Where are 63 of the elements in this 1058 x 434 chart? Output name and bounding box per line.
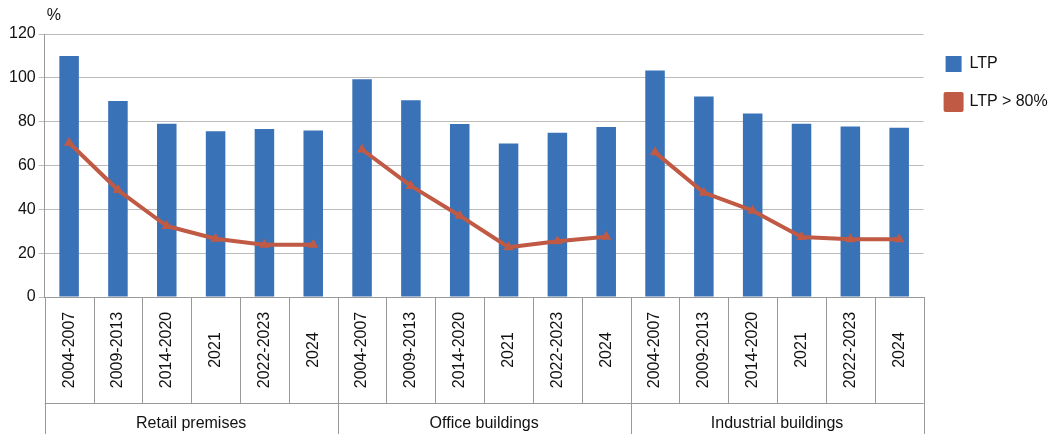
bar bbox=[254, 128, 275, 297]
bar bbox=[157, 123, 177, 297]
y-tick-label: 0 bbox=[26, 287, 36, 305]
point bbox=[210, 232, 221, 242]
y-tick-label: 80 bbox=[17, 112, 36, 130]
point bbox=[747, 204, 758, 214]
x-tick-label: 2014-2020 bbox=[157, 311, 175, 389]
bar bbox=[547, 132, 568, 297]
x-tick-label: 2022-2023 bbox=[254, 311, 272, 389]
x-tick-label: 2009-2013 bbox=[401, 311, 419, 389]
x-tick-label: 2024 bbox=[889, 332, 907, 368]
x-tick-label: 2009-2013 bbox=[108, 311, 126, 389]
y-tick-label: 120 bbox=[8, 24, 36, 42]
point bbox=[454, 209, 465, 219]
bar bbox=[840, 126, 861, 297]
x-tick-label: 2021 bbox=[498, 332, 516, 368]
y-tick-label: 20 bbox=[17, 243, 36, 261]
point bbox=[356, 143, 368, 153]
bar bbox=[596, 126, 616, 297]
x-tick-label: 2014-2020 bbox=[450, 311, 468, 389]
x-tick-label: 2024 bbox=[303, 332, 321, 368]
bar bbox=[645, 70, 665, 297]
y-tick-label: 100 bbox=[8, 68, 36, 86]
x-tick-label: 2014-2020 bbox=[743, 311, 761, 389]
point bbox=[893, 233, 905, 243]
bar bbox=[303, 130, 324, 297]
point bbox=[552, 235, 563, 245]
legend-label: LTP bbox=[969, 54, 998, 72]
point bbox=[845, 233, 856, 243]
y-axis-title: % bbox=[46, 6, 61, 24]
point bbox=[649, 146, 661, 156]
x-tick-label: 2004-2007 bbox=[645, 311, 663, 389]
y-tick-label: 40 bbox=[17, 199, 36, 217]
point bbox=[259, 238, 270, 248]
bar bbox=[352, 79, 372, 297]
bar bbox=[205, 131, 226, 297]
text: Office buildings bbox=[429, 414, 539, 432]
bar bbox=[694, 96, 714, 297]
point bbox=[796, 230, 807, 240]
bar bbox=[401, 100, 421, 297]
x-tick-label: 2009-2013 bbox=[694, 311, 712, 389]
x-tick-label: 2021 bbox=[206, 332, 223, 368]
bar bbox=[889, 127, 909, 297]
bar bbox=[791, 123, 812, 297]
y-tick-label: 60 bbox=[17, 155, 36, 173]
x-tick-label: 2004-2007 bbox=[352, 311, 370, 389]
bar bbox=[498, 143, 519, 297]
point bbox=[308, 238, 319, 248]
x-tick-label: 2022-2023 bbox=[547, 311, 565, 389]
text: Industrial buildings bbox=[710, 414, 844, 432]
text: Retail premises bbox=[136, 414, 247, 432]
point bbox=[601, 230, 612, 240]
point bbox=[63, 136, 75, 146]
bar bbox=[742, 113, 763, 297]
point bbox=[503, 241, 514, 251]
bar bbox=[108, 101, 128, 297]
x-tick-label: 2024 bbox=[596, 332, 614, 368]
x-tick-label: 2022-2023 bbox=[840, 311, 858, 389]
x-tick-label: 2021 bbox=[791, 332, 809, 368]
x-tick-label: 2004-2007 bbox=[59, 311, 77, 389]
bar bbox=[59, 55, 79, 297]
legend-label: LTP > 80% bbox=[969, 92, 1048, 110]
bar bbox=[449, 124, 470, 297]
